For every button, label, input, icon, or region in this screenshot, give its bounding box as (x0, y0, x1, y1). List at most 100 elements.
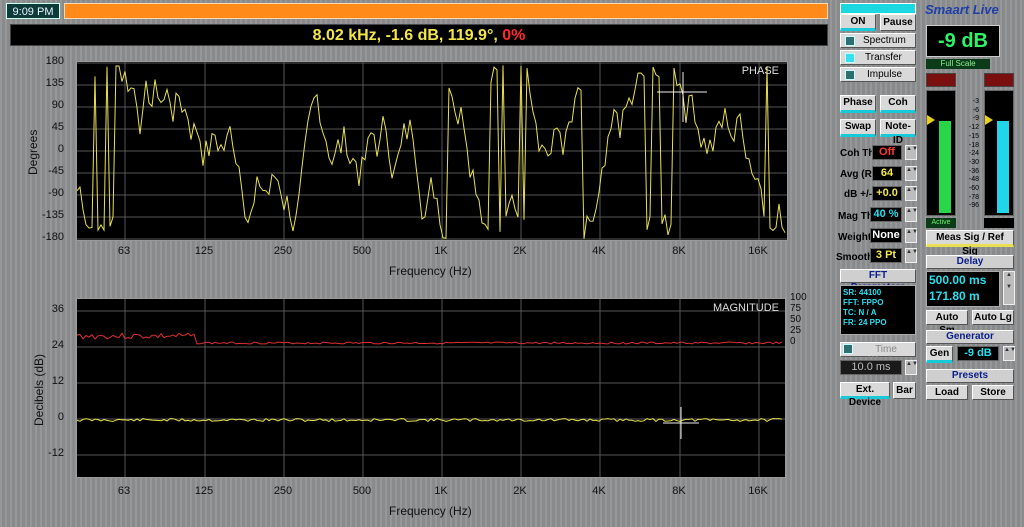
phase-xtick: 500 (352, 245, 372, 257)
mag-xtick: 16K (748, 485, 768, 497)
active-indicator: Active (926, 218, 956, 228)
coherence-trace (77, 332, 783, 345)
avg-label: Avg (R) (840, 169, 876, 180)
meter-left (926, 90, 956, 216)
delay-spinner[interactable]: ▲ ▼ (1003, 271, 1015, 305)
time-window-spinner[interactable]: ▲▼ (905, 360, 918, 375)
mag-coh-tick: 50 (790, 314, 802, 325)
phase-ytick: 135 (45, 77, 64, 89)
phase-xtick: 125 (194, 245, 214, 257)
time-window-value[interactable]: 10.0 ms (840, 360, 902, 375)
spectrum-lamp (845, 36, 855, 46)
note-id-button[interactable]: Note-ID (880, 119, 916, 146)
smaart-logo: Smaart Live (925, 2, 999, 17)
readout-db: -1.6 dB, (385, 27, 448, 44)
smooth-value[interactable]: 3 Pt (870, 248, 902, 263)
phase-plot-area[interactable] (77, 62, 787, 240)
mag-th-value[interactable]: 40 % (870, 207, 902, 222)
phase-title: PHASE (741, 65, 779, 77)
impulse-button[interactable]: Impulse (840, 67, 916, 82)
phase-xtick: 4K (592, 245, 606, 257)
coh-th-label: Coh Th (840, 148, 875, 159)
meter-scale-label: -30 (968, 158, 979, 166)
magnitude-plot-area[interactable] (77, 299, 785, 477)
input-indicator (840, 3, 916, 14)
delay-ms: 500.00 ms (929, 273, 987, 287)
meter-scale-label: -6 (972, 106, 979, 114)
db-plusminus-label: dB +/- (844, 189, 873, 200)
meter-scale-label: -96 (968, 202, 979, 210)
meas-ref-button[interactable]: Meas Sig / Ref Sig (926, 230, 1014, 257)
weight-label: Weight (838, 232, 872, 243)
store-button[interactable]: Store (972, 385, 1014, 400)
readout-freq: 8.02 kHz, (312, 27, 386, 44)
avg-spinner[interactable]: ▲▼ (905, 166, 918, 181)
db-plusminus-value[interactable]: +0.0 (872, 186, 902, 201)
mag-ytick: 24 (51, 339, 64, 351)
gen-level-spinner[interactable]: ▲▼ (1003, 346, 1016, 361)
pause-button[interactable]: Pause (880, 14, 916, 31)
db-plusminus-spinner[interactable]: ▲▼ (905, 186, 918, 201)
meter-right-fill (997, 121, 1009, 213)
phase-xtick: 63 (117, 245, 131, 257)
on-button[interactable]: ON (840, 14, 876, 31)
mag-xtick: 250 (273, 485, 293, 497)
fft-type: FFT: FPPO (843, 298, 884, 307)
swap-button[interactable]: Swap (840, 119, 876, 137)
phase-ytick: 90 (51, 99, 64, 111)
mag-xtick: 8K (672, 485, 686, 497)
full-scale-label: Full Scale (926, 59, 990, 69)
bar-button[interactable]: Bar (893, 382, 916, 399)
avg-value[interactable]: 64 (872, 166, 902, 181)
impulse-lamp (845, 70, 855, 80)
mag-ytick: 12 (51, 375, 64, 387)
mag-coh-tick: 75 (790, 303, 802, 314)
meter-scale-label: -24 (968, 150, 979, 158)
meter-scale-label: -18 (968, 141, 979, 149)
clip-indicator-left (926, 73, 956, 87)
phase-ytick: -180 (41, 231, 64, 243)
gen-button[interactable]: Gen (926, 346, 953, 363)
impulse-label: Impulse (867, 69, 903, 80)
phase-plot[interactable]: PHASE (76, 61, 788, 241)
mag-xtick: 125 (194, 485, 214, 497)
coh-button[interactable]: Coh (880, 95, 916, 113)
meter-left-fill (939, 121, 951, 213)
auto-sm-button[interactable]: Auto Sm (926, 310, 968, 336)
delay-meters: 171.80 m (929, 289, 980, 303)
coh-th-value[interactable]: Off (872, 145, 902, 160)
auto-lg-button[interactable]: Auto Lg (972, 310, 1014, 325)
transfer-label: Transfer (865, 52, 902, 63)
phase-ytick: 0 (57, 143, 64, 155)
weight-spinner[interactable]: ▲▼ (905, 228, 918, 243)
phase-xtick: 8K (672, 245, 686, 257)
fft-tc: TC: N / A (843, 308, 877, 317)
phase-ytick: 180 (45, 55, 64, 67)
transfer-button[interactable]: Transfer (840, 50, 916, 65)
mag-th-spinner[interactable]: ▲▼ (905, 207, 918, 222)
mag-xtick: 4K (592, 485, 606, 497)
phase-ytick: -135 (41, 209, 64, 221)
readout-coherence: 0% (502, 27, 526, 44)
clock: 9:09 PM (6, 3, 60, 19)
load-button[interactable]: Load (926, 385, 968, 400)
magnitude-plot[interactable]: MAGNITUDE (76, 298, 786, 478)
smooth-spinner[interactable]: ▲▼ (905, 248, 918, 263)
coh-th-spinner[interactable]: ▲▼ (905, 145, 918, 160)
clip-indicator-right (984, 73, 1014, 87)
readout-phase: 119.9°, (447, 27, 503, 44)
meter-right-marker[interactable] (985, 115, 993, 125)
phase-xtick: 16K (748, 245, 768, 257)
weight-value[interactable]: None (870, 228, 902, 243)
gen-level[interactable]: -9 dB (957, 346, 999, 361)
meter-left-marker[interactable] (927, 115, 935, 125)
phase-xtick: 2K (513, 245, 527, 257)
meter-scale-label: -15 (968, 132, 979, 140)
fft-parameters-header[interactable]: FFT Parameters (840, 269, 916, 293)
time-window-button[interactable]: Time Window (840, 342, 916, 366)
spectrum-label: Spectrum (863, 35, 906, 46)
ext-device-button[interactable]: Ext. Device (840, 382, 890, 408)
mag-ytick: -12 (48, 447, 64, 459)
phase-button[interactable]: Phase (840, 95, 876, 113)
spectrum-button[interactable]: Spectrum (840, 33, 916, 48)
